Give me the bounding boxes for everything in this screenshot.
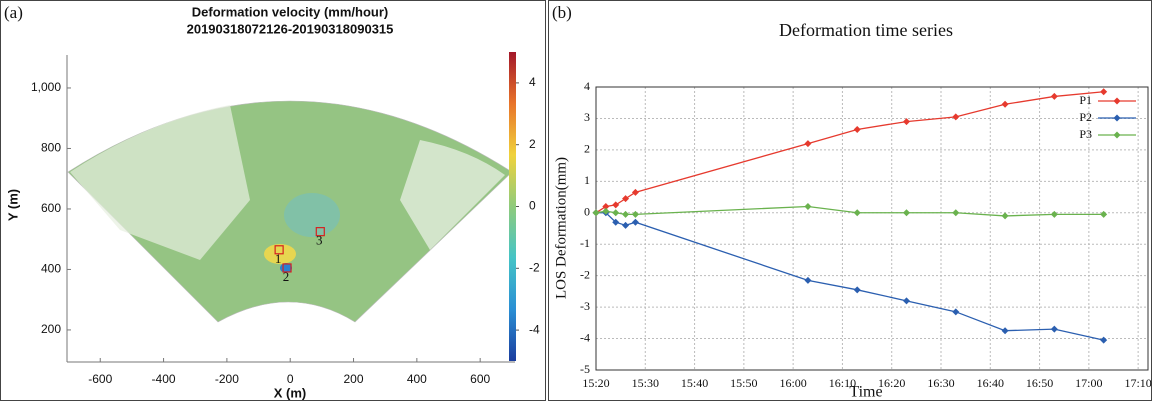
y-axis-label: Y (m) bbox=[5, 189, 20, 221]
data-point bbox=[593, 209, 600, 216]
data-point bbox=[1002, 101, 1009, 108]
x-axis-label: Time bbox=[849, 384, 882, 401]
x-axis-label: X (m) bbox=[274, 385, 307, 400]
plot-frame bbox=[596, 87, 1148, 370]
x-tick-label: 17:00 bbox=[1075, 376, 1102, 390]
data-point bbox=[612, 209, 619, 216]
data-point bbox=[952, 209, 959, 216]
x-tick-label: 16:00 bbox=[779, 376, 806, 390]
chart-title: Deformation time series bbox=[779, 20, 953, 40]
data-point bbox=[952, 308, 959, 315]
y-tick-label: 4 bbox=[584, 79, 590, 93]
data-point bbox=[1051, 326, 1058, 333]
x-tick-label: -200 bbox=[215, 372, 239, 386]
x-tick-label: 16:40 bbox=[977, 376, 1004, 390]
y-tick-label: 0 bbox=[584, 205, 590, 219]
data-point bbox=[632, 219, 639, 226]
y-tick-label: -5 bbox=[580, 362, 590, 376]
data-point bbox=[1002, 212, 1009, 219]
data-point bbox=[1051, 93, 1058, 100]
legend-label: P3 bbox=[1079, 127, 1092, 141]
point-label: 1 bbox=[275, 251, 282, 266]
y-tick-label: -4 bbox=[580, 330, 590, 344]
data-point bbox=[1051, 211, 1058, 218]
data-point bbox=[632, 189, 639, 196]
legend-marker bbox=[1114, 115, 1121, 122]
x-tick-label: 200 bbox=[344, 372, 364, 386]
y-tick-label: 400 bbox=[41, 262, 61, 276]
data-point bbox=[1100, 337, 1107, 344]
legend-marker bbox=[1114, 132, 1121, 139]
x-tick-label: 17:10 bbox=[1124, 376, 1151, 390]
figure: (a) Deformation velocity (mm/hour) 2019031… bbox=[0, 0, 1153, 401]
colorbar-tick-label: 0 bbox=[529, 199, 536, 213]
deformation-blob bbox=[284, 193, 340, 237]
x-tick-label: 15:20 bbox=[582, 376, 609, 390]
data-point bbox=[952, 113, 959, 120]
colorbar-tick-label: -4 bbox=[529, 322, 540, 336]
series-line bbox=[596, 213, 1104, 340]
data-point bbox=[854, 286, 861, 293]
colorbar-tick-label: 2 bbox=[529, 137, 536, 151]
x-tick-label: -400 bbox=[152, 372, 176, 386]
panel-label: (b) bbox=[552, 3, 572, 22]
data-point bbox=[804, 140, 811, 147]
panel-b-frame bbox=[549, 1, 1152, 401]
data-point bbox=[903, 297, 910, 304]
y-tick-label: 3 bbox=[584, 110, 590, 124]
point-label: 2 bbox=[283, 269, 290, 284]
data-point bbox=[1100, 88, 1107, 95]
x-tick-label: 15:30 bbox=[632, 376, 659, 390]
colorbar-tick-label: -2 bbox=[529, 260, 540, 274]
data-point bbox=[632, 211, 639, 218]
data-point bbox=[1002, 327, 1009, 334]
data-point bbox=[903, 209, 910, 216]
data-point bbox=[854, 209, 861, 216]
y-tick-label: 800 bbox=[41, 141, 61, 155]
x-tick-label: 16:30 bbox=[927, 376, 954, 390]
y-tick-label: 600 bbox=[41, 201, 61, 215]
data-point bbox=[1100, 211, 1107, 218]
y-tick-label: 200 bbox=[41, 322, 61, 336]
y-tick-label: 1 bbox=[584, 173, 590, 187]
x-tick-label: 400 bbox=[407, 372, 427, 386]
x-tick-label: 600 bbox=[470, 372, 490, 386]
data-point bbox=[804, 203, 811, 210]
y-tick-label: -1 bbox=[580, 236, 590, 250]
chart-title: Deformation velocity (mm/hour) bbox=[192, 4, 388, 19]
y-tick-label: 1,000 bbox=[31, 80, 61, 94]
colorbar bbox=[509, 52, 516, 361]
y-axis-label: LOS Deformation(mm) bbox=[553, 157, 569, 299]
series-line bbox=[596, 92, 1104, 213]
point-label: 3 bbox=[316, 233, 323, 248]
data-point bbox=[612, 201, 619, 208]
chart-subtitle: 20190318072126-20190318090315 bbox=[187, 21, 394, 36]
x-tick-label: 15:50 bbox=[730, 376, 757, 390]
series-line bbox=[596, 206, 1104, 215]
data-point bbox=[622, 211, 629, 218]
data-point bbox=[804, 277, 811, 284]
x-tick-label: 16:50 bbox=[1026, 376, 1053, 390]
panel-label: (a) bbox=[4, 3, 23, 22]
legend-marker bbox=[1114, 98, 1121, 105]
x-tick-label: -600 bbox=[88, 372, 112, 386]
x-tick-label: 15:40 bbox=[681, 376, 708, 390]
legend-label: P2 bbox=[1079, 110, 1092, 124]
y-tick-label: -2 bbox=[580, 267, 590, 281]
x-tick-label: 0 bbox=[287, 372, 294, 386]
y-tick-label: -3 bbox=[580, 299, 590, 313]
y-tick-label: 2 bbox=[584, 142, 590, 156]
data-point bbox=[622, 195, 629, 202]
data-point bbox=[903, 118, 910, 125]
data-point bbox=[854, 126, 861, 133]
data-point bbox=[622, 222, 629, 229]
legend-label: P1 bbox=[1079, 93, 1092, 107]
colorbar-tick-label: 4 bbox=[529, 75, 536, 89]
